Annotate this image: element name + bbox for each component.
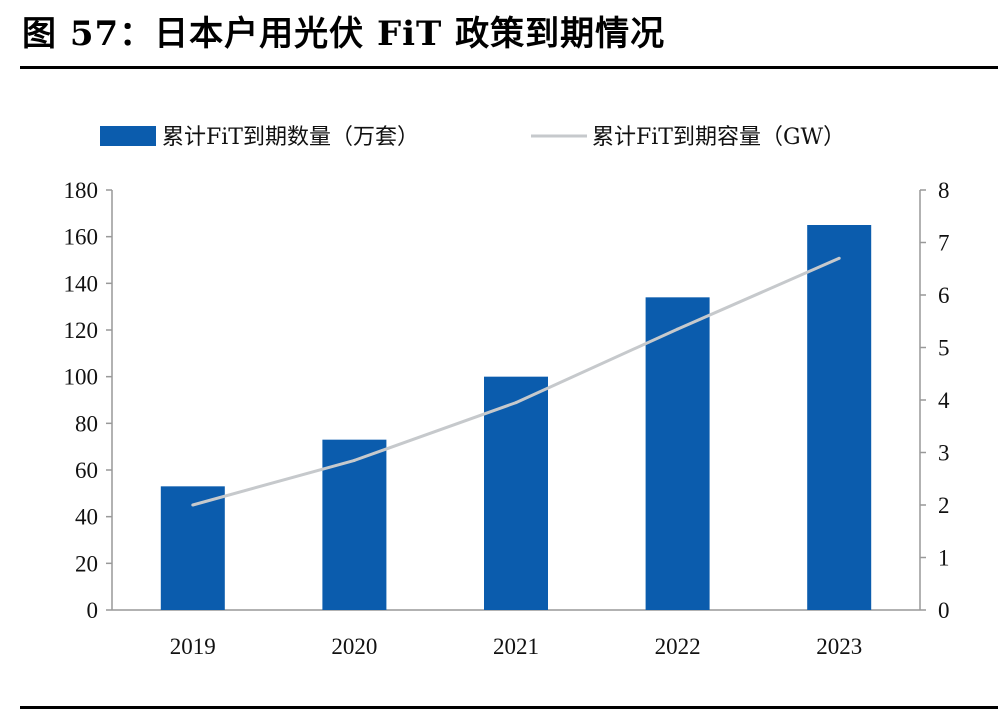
bar <box>322 439 387 610</box>
right-tick-label: 3 <box>938 441 950 466</box>
bar <box>484 376 548 610</box>
capacity-point <box>191 503 195 507</box>
title-divider <box>20 66 998 69</box>
bar <box>160 486 225 610</box>
legend: 累计FiT到期数量（万套） 累计FiT到期容量（GW） <box>100 125 845 150</box>
x-tick-label: 2021 <box>493 634 539 659</box>
capacity-point <box>352 458 356 462</box>
capacity-point <box>676 327 680 331</box>
right-tick-label: 1 <box>938 546 950 571</box>
figure-title: 图 57：日本户用光伏 FiT 政策到期情况 <box>22 14 666 54</box>
right-tick-label: 0 <box>938 598 950 623</box>
bar <box>645 297 710 610</box>
left-tick-label: 100 <box>64 365 99 390</box>
bottom-divider <box>20 706 998 709</box>
left-tick-label: 120 <box>64 318 99 343</box>
left-tick-label: 60 <box>75 458 98 483</box>
right-tick-label: 8 <box>938 178 950 203</box>
legend-line-label: 累计FiT到期容量（GW） <box>592 125 845 150</box>
x-tick-label: 2020 <box>331 634 377 659</box>
legend-bar-swatch <box>100 126 156 146</box>
capacity-point <box>837 256 841 260</box>
bar <box>807 225 872 610</box>
right-tick-label: 7 <box>938 231 950 256</box>
left-tick-label: 80 <box>75 411 98 436</box>
x-tick-label: 2022 <box>655 634 701 659</box>
right-tick-label: 6 <box>938 283 950 308</box>
right-tick-label: 4 <box>938 388 950 413</box>
left-tick-label: 40 <box>75 505 98 530</box>
left-tick-label: 180 <box>64 178 99 203</box>
right-tick-label: 5 <box>938 336 950 361</box>
x-tick-label: 2019 <box>170 634 216 659</box>
capacity-point <box>514 401 518 405</box>
left-tick-label: 20 <box>75 551 98 576</box>
plot-area: 0 20 40 60 80 100 120 140 160 180 0 1 2 3 4 5 6 7 8 2019 202… <box>64 178 951 659</box>
left-tick-label: 160 <box>64 225 99 250</box>
x-tick-label: 2023 <box>816 634 862 659</box>
right-tick-label: 2 <box>938 493 950 518</box>
left-tick-label: 140 <box>64 271 99 296</box>
left-tick-label: 0 <box>87 598 99 623</box>
legend-bar-label: 累计FiT到期数量（万套） <box>162 125 419 150</box>
